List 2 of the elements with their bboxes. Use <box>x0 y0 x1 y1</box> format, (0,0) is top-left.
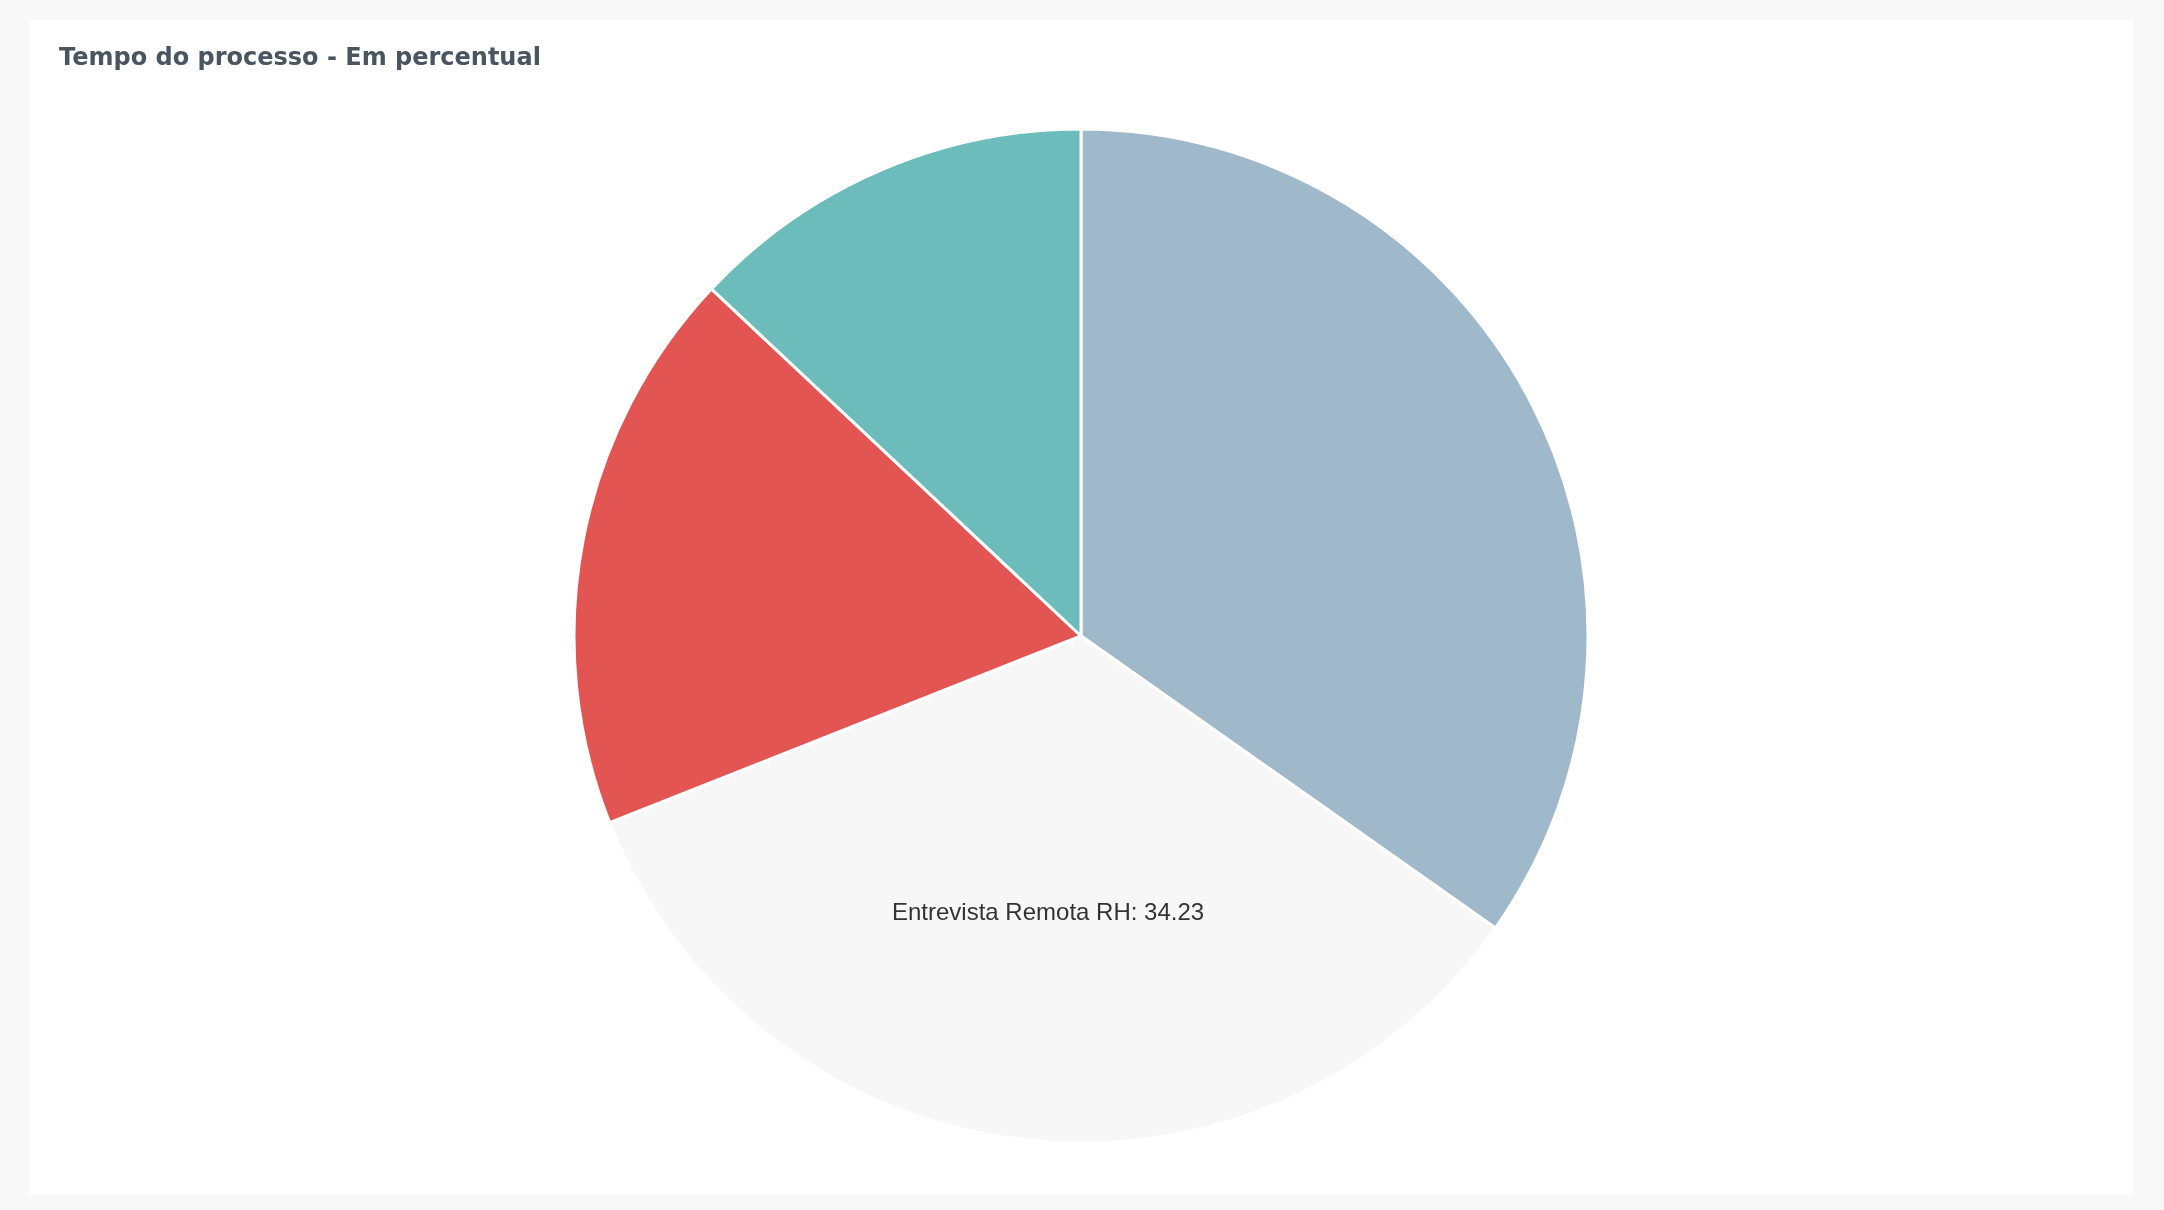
text: Tempo do processo - Em percentual <box>59 43 541 71</box>
slice-label: Entrevista Remota RH: 34.23 <box>891 897 1205 925</box>
